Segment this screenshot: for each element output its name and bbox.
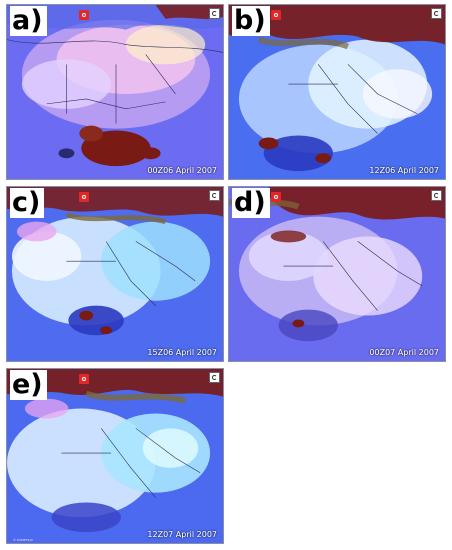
panel-label: d) (232, 188, 270, 218)
eumetsat-logo-icon (79, 192, 89, 202)
eumetsat-logo-icon (79, 10, 89, 20)
dust-rgb-image-a (7, 5, 223, 179)
refresh-icon (209, 372, 220, 383)
refresh-icon (431, 190, 442, 201)
eumetsat-logo-icon (271, 192, 281, 202)
image-credit: © EUMETSAT (13, 538, 33, 542)
panel-label: b) (232, 6, 270, 36)
panel-label: c) (10, 188, 45, 218)
panel-timestamp: 12Z06 April 2007 (369, 166, 439, 175)
satellite-panel-d: d) 00Z07 April 2007 (228, 186, 446, 362)
satellite-panel-e: e) 12Z07 April 2007 © EUMETSAT (6, 368, 224, 544)
panel-timestamp: 00Z06 April 2007 (147, 166, 217, 175)
dust-rgb-image-e (7, 369, 223, 543)
panel-timestamp: 00Z07 April 2007 (369, 348, 439, 357)
eumetsat-logo-icon (79, 374, 89, 384)
satellite-panel-a: a) 00Z06 April 2007 (6, 4, 224, 180)
refresh-icon (209, 8, 220, 19)
dust-rgb-image-b (229, 5, 445, 179)
panel-timestamp: 15Z06 April 2007 (147, 348, 217, 357)
panel-timestamp: 12Z07 April 2007 (147, 530, 217, 539)
refresh-icon (209, 190, 220, 201)
panel-label: a) (10, 6, 47, 36)
eumetsat-logo-icon (271, 10, 281, 20)
satellite-panel-b: b) 12Z06 April 2007 (228, 4, 446, 180)
refresh-icon (431, 8, 442, 19)
satellite-panel-c: c) 15Z06 April 2007 (6, 186, 224, 362)
panel-label: e) (10, 370, 47, 400)
